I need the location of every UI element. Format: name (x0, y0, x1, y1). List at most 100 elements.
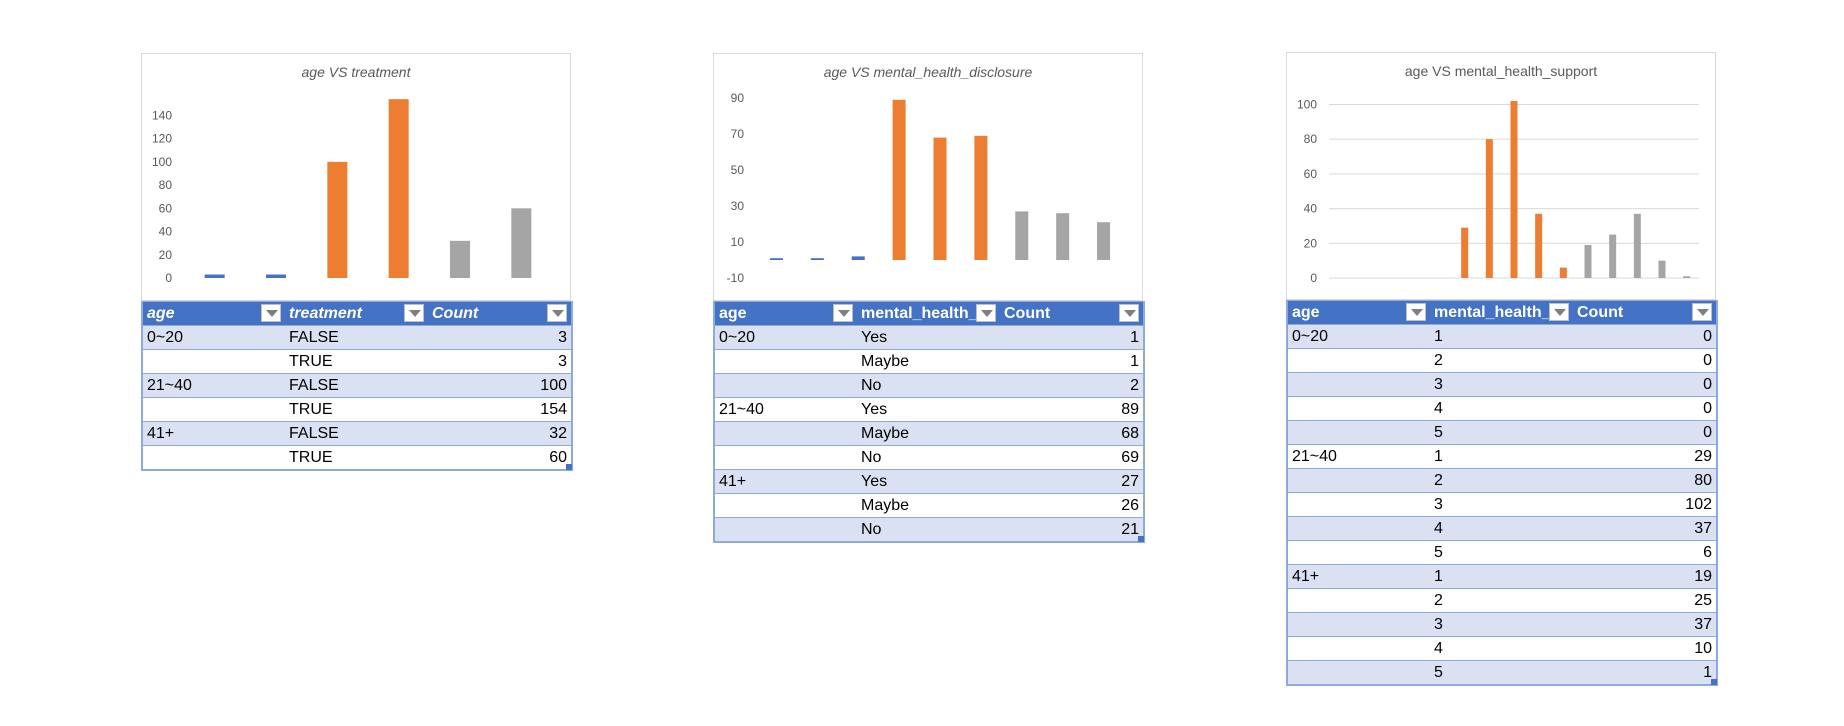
category-cell[interactable]: 5 (1430, 660, 1573, 686)
category-cell[interactable]: FALSE (285, 421, 428, 446)
count-cell[interactable]: 37 (1573, 516, 1717, 541)
age-cell[interactable]: 0~20 (714, 325, 857, 350)
category-cell[interactable]: FALSE (285, 325, 428, 350)
filter-dropdown-button[interactable] (833, 304, 853, 322)
count-cell[interactable]: 3 (428, 325, 572, 350)
category-cell[interactable]: 2 (1430, 588, 1573, 613)
count-cell[interactable]: 0 (1573, 372, 1717, 397)
age-cell[interactable] (714, 349, 857, 374)
age-cell[interactable] (1287, 348, 1430, 373)
category-cell[interactable]: Maybe (857, 421, 1000, 446)
age-cell[interactable]: 21~40 (1287, 444, 1430, 469)
count-cell[interactable]: 3 (428, 349, 572, 374)
count-cell[interactable]: 1 (1573, 660, 1717, 686)
age-cell[interactable] (714, 421, 857, 446)
category-cell[interactable]: 1 (1430, 324, 1573, 349)
category-cell[interactable]: No (857, 517, 1000, 543)
age-cell[interactable] (1287, 588, 1430, 613)
category-cell[interactable]: 3 (1430, 612, 1573, 637)
count-cell[interactable]: 0 (1573, 324, 1717, 349)
count-cell[interactable]: 0 (1573, 420, 1717, 445)
age-cell[interactable]: 0~20 (1287, 324, 1430, 349)
count-cell[interactable]: 154 (428, 397, 572, 422)
count-cell[interactable]: 60 (428, 445, 572, 471)
age-cell[interactable] (714, 373, 857, 398)
age-cell[interactable]: 41+ (714, 469, 857, 494)
category-cell[interactable]: 2 (1430, 468, 1573, 493)
age-cell[interactable] (1287, 612, 1430, 637)
category-cell[interactable]: 3 (1430, 372, 1573, 397)
age-cell[interactable] (1287, 492, 1430, 517)
category-cell[interactable]: 1 (1430, 444, 1573, 469)
count-cell[interactable]: 80 (1573, 468, 1717, 493)
category-cell[interactable]: No (857, 373, 1000, 398)
age-cell[interactable]: 41+ (1287, 564, 1430, 589)
count-cell[interactable]: 32 (428, 421, 572, 446)
category-cell[interactable]: FALSE (285, 373, 428, 398)
category-cell[interactable]: Yes (857, 325, 1000, 350)
category-cell[interactable]: Maybe (857, 493, 1000, 518)
age-cell[interactable] (714, 517, 857, 543)
count-cell[interactable]: 27 (1000, 469, 1144, 494)
age-cell[interactable] (142, 445, 285, 471)
age-cell[interactable] (714, 445, 857, 470)
chart-age-vs-treatment[interactable]: age VS treatment 0 20 40 60 80 100 120 140 (141, 53, 571, 301)
count-cell[interactable]: 100 (428, 373, 572, 398)
count-cell[interactable]: 25 (1573, 588, 1717, 613)
count-cell[interactable]: 1 (1000, 349, 1144, 374)
category-cell[interactable]: 2 (1430, 348, 1573, 373)
age-cell[interactable] (1287, 372, 1430, 397)
age-cell[interactable] (1287, 660, 1430, 686)
count-cell[interactable]: 21 (1000, 517, 1144, 543)
table-resize-handle[interactable] (1138, 536, 1144, 542)
count-cell[interactable]: 2 (1000, 373, 1144, 398)
filter-dropdown-button[interactable] (1549, 303, 1569, 321)
age-cell[interactable]: 0~20 (142, 325, 285, 350)
category-cell[interactable]: 3 (1430, 492, 1573, 517)
chart-age-vs-mental-health-disclosure[interactable]: age VS mental_health_disclosure -10 10 30 50… (713, 53, 1143, 301)
filter-dropdown-button[interactable] (404, 304, 424, 322)
age-cell[interactable]: 41+ (142, 421, 285, 446)
table-resize-handle[interactable] (1711, 679, 1717, 685)
filter-dropdown-button[interactable] (547, 304, 567, 322)
age-cell[interactable]: 21~40 (714, 397, 857, 422)
category-cell[interactable]: 5 (1430, 420, 1573, 445)
age-cell[interactable] (714, 493, 857, 518)
filter-dropdown-button[interactable] (1406, 303, 1426, 321)
category-cell[interactable]: No (857, 445, 1000, 470)
category-cell[interactable]: 1 (1430, 564, 1573, 589)
count-cell[interactable]: 6 (1573, 540, 1717, 565)
age-cell[interactable] (1287, 636, 1430, 661)
category-cell[interactable]: 4 (1430, 636, 1573, 661)
filter-dropdown-button[interactable] (261, 304, 281, 322)
chart-age-vs-mental-health-support[interactable]: age VS mental_health_support 0 20 40 60 80 100 (1286, 52, 1716, 300)
age-cell[interactable] (142, 349, 285, 374)
filter-dropdown-button[interactable] (976, 304, 996, 322)
age-cell[interactable]: 21~40 (142, 373, 285, 398)
category-cell[interactable]: 5 (1430, 540, 1573, 565)
table-resize-handle[interactable] (566, 464, 572, 470)
age-cell[interactable] (1287, 540, 1430, 565)
count-cell[interactable]: 102 (1573, 492, 1717, 517)
count-cell[interactable]: 69 (1000, 445, 1144, 470)
age-cell[interactable] (1287, 516, 1430, 541)
count-cell[interactable]: 37 (1573, 612, 1717, 637)
count-cell[interactable]: 0 (1573, 348, 1717, 373)
age-cell[interactable] (1287, 396, 1430, 421)
count-cell[interactable]: 29 (1573, 444, 1717, 469)
count-cell[interactable]: 10 (1573, 636, 1717, 661)
filter-dropdown-button[interactable] (1692, 303, 1712, 321)
category-cell[interactable]: TRUE (285, 349, 428, 374)
age-cell[interactable] (142, 397, 285, 422)
category-cell[interactable]: 4 (1430, 396, 1573, 421)
count-cell[interactable]: 0 (1573, 396, 1717, 421)
age-cell[interactable] (1287, 468, 1430, 493)
count-cell[interactable]: 89 (1000, 397, 1144, 422)
category-cell[interactable]: Yes (857, 397, 1000, 422)
count-cell[interactable]: 1 (1000, 325, 1144, 350)
category-cell[interactable]: TRUE (285, 445, 428, 471)
filter-dropdown-button[interactable] (1119, 304, 1139, 322)
count-cell[interactable]: 19 (1573, 564, 1717, 589)
age-cell[interactable] (1287, 420, 1430, 445)
count-cell[interactable]: 26 (1000, 493, 1144, 518)
